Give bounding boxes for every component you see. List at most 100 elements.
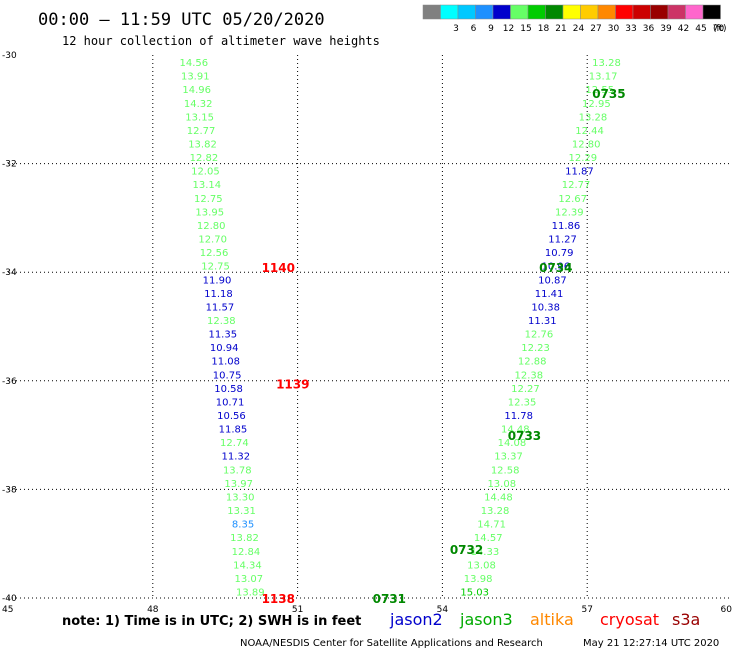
color-bin-swatch xyxy=(545,4,564,20)
time-label: 0733 xyxy=(508,429,541,443)
wave-height-value: 10.94 xyxy=(210,343,239,354)
wave-height-value: 12.84 xyxy=(232,547,261,558)
wave-height-value: 10.79 xyxy=(545,248,574,259)
satellite-legend-label: jason2 xyxy=(389,610,443,629)
wave-height-value: 11.18 xyxy=(204,289,233,300)
wave-height-value: 11.41 xyxy=(535,289,564,300)
satellite-legend: jason2 jason3 altika cryosat s3a xyxy=(389,610,700,629)
time-label: 0731 xyxy=(373,592,406,606)
wave-height-value: 12.82 xyxy=(190,153,219,164)
color-bin-label: 21 xyxy=(555,24,566,34)
wave-height-value: 13.07 xyxy=(235,574,264,585)
satellite-legend-label: s3a xyxy=(672,610,700,629)
time-labels: 1140 1139 1138 0735 0734 0733 0732 0731 xyxy=(262,87,626,606)
wave-height-value: 10.71 xyxy=(216,397,245,408)
color-bin-swatch xyxy=(615,4,634,20)
x-tick-label: 48 xyxy=(147,605,159,615)
wave-height-value: 10.56 xyxy=(217,411,246,422)
color-bin-label: 24 xyxy=(573,24,585,34)
wave-height-value: 12.55 xyxy=(585,85,614,96)
data-points: 14.56 13.91 14.96 14.32 13.15 12.77 13.82 12.82… xyxy=(180,58,621,598)
wave-height-value: 13.28 xyxy=(579,112,608,123)
wave-height-value: 11.85 xyxy=(219,425,248,436)
wave-height-value: 13.17 xyxy=(589,72,618,83)
wave-height-value: 12.35 xyxy=(508,397,537,408)
wave-height-value: 14.96 xyxy=(182,85,211,96)
wave-height-value: 12.58 xyxy=(491,465,520,476)
wave-height-value: 12.77 xyxy=(562,180,591,191)
chart-subtitle: 12 hour collection of altimeter wave hei… xyxy=(62,34,380,48)
time-label: 0732 xyxy=(450,543,483,557)
wave-height-value: 11.78 xyxy=(504,411,533,422)
color-bin-swatch xyxy=(685,4,704,20)
wave-height-value: 11.32 xyxy=(221,452,250,463)
wave-height-value: 10.96 xyxy=(542,262,571,273)
y-tick-label: -36 xyxy=(2,377,17,387)
wave-height-value: 13.82 xyxy=(230,533,259,544)
y-tick-label: -38 xyxy=(2,485,17,495)
x-tick-label: 45 xyxy=(2,605,13,615)
color-bin-label: 18 xyxy=(538,24,550,34)
x-tick-label: 51 xyxy=(292,605,303,615)
wave-height-value: 11.35 xyxy=(208,330,237,341)
color-bin-label: 42 xyxy=(678,24,689,34)
color-bin-swatch xyxy=(597,4,616,20)
wave-height-value: 12.38 xyxy=(207,316,236,327)
wave-height-value: 12.70 xyxy=(198,235,227,246)
color-bin-label: 3 xyxy=(453,24,459,34)
color-bin-swatch xyxy=(580,4,599,20)
time-label: 1138 xyxy=(262,592,295,606)
color-bin-label: 36 xyxy=(643,24,655,34)
wave-height-value: 13.91 xyxy=(181,72,210,83)
y-tick-label: -30 xyxy=(2,51,17,61)
wave-height-value: 10.38 xyxy=(531,302,560,313)
wave-height-value: 12.38 xyxy=(514,370,543,381)
wave-height-value: 14.56 xyxy=(180,58,209,69)
time-label: 1140 xyxy=(262,261,295,275)
color-bin-label: 27 xyxy=(590,24,601,34)
color-bin-label: 12 xyxy=(503,24,514,34)
wave-height-value: 12.67 xyxy=(558,194,587,205)
wave-height-value: 12.56 xyxy=(200,248,229,259)
footer-timestamp: May 21 12:27:14 UTC 2020 xyxy=(583,638,719,649)
wave-height-value: 11.31 xyxy=(528,316,557,327)
color-bin-swatch xyxy=(422,4,441,20)
wave-height-value: 13.95 xyxy=(195,207,224,218)
wave-height-value: 10.87 xyxy=(538,275,567,286)
y-axis-tick-labels: -30 -32 -34 -36 -38 -40 xyxy=(2,51,17,604)
color-bin-label: 15 xyxy=(520,24,531,34)
footer-credit: NOAA/NESDIS Center for Satellite Applica… xyxy=(240,638,543,649)
wave-height-value: 8.35 xyxy=(232,520,254,531)
wave-height-value: 12.39 xyxy=(555,207,584,218)
wave-height-value: 14.71 xyxy=(477,520,506,531)
satellite-legend-label: cryosat xyxy=(600,610,659,629)
wave-height-value: 13.31 xyxy=(227,506,256,517)
color-bin-swatch xyxy=(475,4,494,20)
wave-height-value: 14.08 xyxy=(498,438,527,449)
wave-height-value: 10.58 xyxy=(214,384,243,395)
wave-height-value: 13.28 xyxy=(592,58,621,69)
wave-height-value: 13.28 xyxy=(481,506,510,517)
footer-note: note: 1) Time is in UTC; 2) SWH is in fe… xyxy=(62,614,361,629)
color-bin-swatch xyxy=(492,4,511,20)
chart-title: 00:00 – 11:59 UTC 05/20/2020 xyxy=(38,10,325,30)
color-bin-label: 30 xyxy=(608,24,620,34)
color-bin-swatch xyxy=(440,4,459,20)
wave-height-value: 13.30 xyxy=(226,492,255,503)
y-tick-label: -40 xyxy=(2,594,17,604)
wave-height-value: 14.33 xyxy=(471,547,500,558)
wave-height-value: 13.37 xyxy=(494,452,523,463)
color-bin-swatch xyxy=(527,4,546,20)
wave-height-value: 13.78 xyxy=(223,465,252,476)
wave-height-value: 11.90 xyxy=(203,275,232,286)
wave-height-value: 14.48 xyxy=(501,425,530,436)
wave-height-value: 14.34 xyxy=(233,560,262,571)
color-bin-label: 33 xyxy=(625,24,636,34)
wave-height-value: 12.77 xyxy=(187,126,216,137)
wave-height-value: 10.75 xyxy=(213,370,242,381)
wave-height-value: 13.98 xyxy=(464,574,493,585)
wave-height-value: 12.80 xyxy=(197,221,226,232)
color-bin-swatch xyxy=(650,4,669,20)
wave-height-value: 13.82 xyxy=(188,140,217,151)
wave-height-value: 13.15 xyxy=(185,112,214,123)
